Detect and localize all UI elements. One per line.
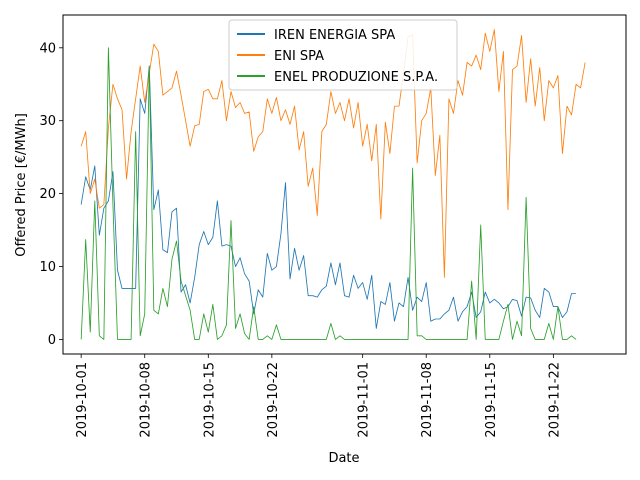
legend-label: ENI SPA [274, 49, 324, 64]
legend-label: IREN ENERGIA SPA [274, 28, 395, 43]
series-layer [80, 29, 586, 340]
x-tick-label: 2019-11-22 [547, 362, 562, 438]
x-tick-label: 2019-10-08 [139, 362, 154, 438]
legend: IREN ENERGIA SPA ENI SPA ENEL PRODUZIONE S… [228, 19, 458, 91]
legend-label: ENEL PRODUZIONE S.P.A. [274, 70, 438, 85]
y-tick-label: 10 [39, 260, 56, 275]
legend-box [228, 19, 458, 91]
x-axis: 2019-10-01 2019-10-08 2019-10-15 2019-10-22… [75, 354, 562, 438]
x-tick-label: 2019-10-22 [266, 362, 281, 438]
y-tick-label: 20 [39, 187, 56, 202]
y-axis: 0 10 20 30 40 [39, 41, 63, 348]
x-axis-title: Date [328, 451, 359, 466]
y-axis-title: Offered Price [€/MWh] [14, 113, 29, 257]
series-line-3 [80, 47, 577, 340]
x-tick-label: 2019-11-01 [357, 362, 372, 438]
series-line-2 [80, 29, 586, 278]
y-tick-label: 30 [39, 114, 56, 129]
series-line-1 [80, 65, 577, 329]
plot-frame [62, 14, 627, 355]
y-tick-label: 0 [48, 333, 56, 348]
x-tick-label: 2019-11-15 [484, 362, 499, 438]
x-tick-label: 2019-10-15 [202, 362, 217, 438]
y-tick-label: 40 [39, 41, 56, 56]
x-tick-label: 2019-11-08 [420, 362, 435, 438]
x-tick-label: 2019-10-01 [75, 362, 90, 438]
